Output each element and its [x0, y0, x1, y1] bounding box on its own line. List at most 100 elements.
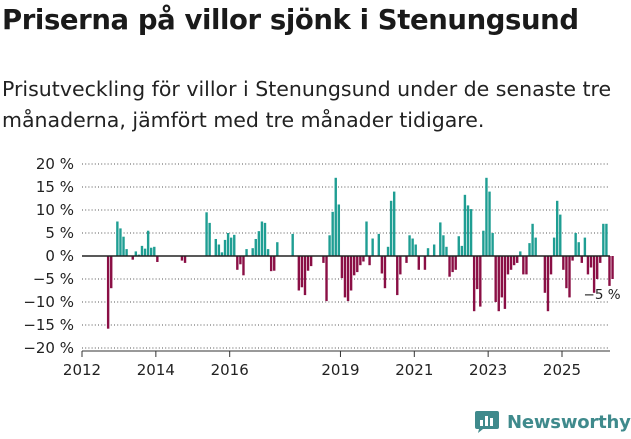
- bar-positive: [442, 235, 445, 256]
- bar-positive: [276, 242, 279, 256]
- x-tick-label: 2023: [469, 361, 507, 379]
- bar-negative: [417, 256, 420, 270]
- bar-positive: [488, 191, 491, 256]
- bar-positive: [457, 236, 460, 256]
- bar-positive: [291, 233, 294, 256]
- y-tick-label: −15 %: [23, 316, 74, 334]
- bar-negative: [368, 256, 371, 266]
- bar-negative: [546, 256, 550, 312]
- bar-negative: [568, 256, 571, 298]
- bar-negative: [611, 256, 614, 279]
- bar-positive: [220, 252, 224, 256]
- bar-positive: [257, 231, 261, 256]
- bar-negative: [106, 256, 110, 329]
- bar-negative: [273, 256, 276, 271]
- bar-negative: [571, 256, 574, 261]
- bar-negative: [565, 256, 568, 289]
- bar-negative: [242, 256, 245, 276]
- bar-positive: [331, 211, 334, 256]
- bar-negative: [325, 256, 328, 302]
- bar-positive: [439, 222, 442, 256]
- bar-positive: [491, 233, 494, 256]
- bar-positive: [251, 248, 254, 256]
- bar-positive: [386, 246, 390, 256]
- bar-positive: [150, 247, 153, 256]
- x-tick-label: 2025: [543, 361, 581, 379]
- bar-negative: [589, 256, 593, 268]
- bar-negative: [156, 256, 159, 262]
- bar-negative: [359, 256, 362, 266]
- bar-negative: [595, 256, 599, 279]
- bar-negative: [516, 256, 519, 263]
- bar-negative: [448, 256, 451, 277]
- y-tick-label: 15 %: [36, 178, 74, 196]
- bar-negative: [343, 256, 347, 298]
- bar-positive: [463, 194, 467, 256]
- bar-positive: [365, 221, 368, 256]
- x-tick-label: 2021: [395, 361, 433, 379]
- newsworthy-brand[interactable]: Newsworthy: [474, 408, 631, 436]
- bar-negative: [396, 256, 399, 296]
- bar-negative: [454, 256, 457, 270]
- bar-positive: [469, 209, 473, 256]
- x-tick-label: 2016: [211, 361, 249, 379]
- bar-positive: [519, 251, 522, 256]
- bar-positive: [414, 244, 417, 256]
- bar-negative: [580, 256, 583, 263]
- bar-positive: [534, 237, 537, 256]
- bar-positive: [602, 223, 605, 256]
- bar-positive: [119, 228, 122, 256]
- chart-title: Priserna på villor sjönk i Stenungsund: [2, 4, 579, 36]
- bar-negative: [503, 256, 507, 309]
- bar-negative: [472, 256, 476, 312]
- x-tick-label: 2012: [63, 361, 101, 379]
- bar-positive: [408, 235, 411, 256]
- bar-positive: [389, 200, 393, 256]
- bar-positive: [377, 233, 380, 256]
- chart-subtitle: Prisutveckling för villor i Stenungsund …: [2, 77, 612, 132]
- bar-negative: [592, 256, 596, 293]
- bar-negative: [322, 256, 325, 263]
- bar-negative: [353, 256, 356, 276]
- bar-positive: [266, 249, 270, 256]
- bar-negative: [309, 256, 313, 267]
- bar-chart: 20 % 15 % 10 % 5 % 0 % −5 % −10 % −15 % −20 % 201…: [23, 155, 621, 379]
- bar-positive: [233, 234, 236, 256]
- bar-negative: [300, 256, 304, 288]
- bar-negative: [608, 256, 611, 286]
- x-tick-label: 2014: [137, 361, 175, 379]
- bar-positive: [245, 249, 248, 256]
- y-tick-label: 5 %: [45, 224, 74, 242]
- bar-positive: [153, 246, 156, 256]
- bar-negative: [236, 256, 239, 270]
- bar-negative: [297, 256, 301, 291]
- bar-positive: [208, 222, 211, 256]
- last-value-annotation: −5 %: [584, 287, 621, 303]
- bar-positive: [143, 248, 147, 256]
- y-tick-label: −5 %: [33, 270, 74, 288]
- bar-positive: [392, 191, 396, 256]
- bar-negative: [346, 256, 350, 302]
- bar-positive: [146, 230, 150, 256]
- y-tick-label: 20 %: [36, 155, 74, 173]
- bar-negative: [383, 256, 387, 289]
- bar-positive: [125, 249, 128, 256]
- bar-negative: [509, 256, 513, 270]
- bar-negative: [303, 256, 307, 296]
- newsworthy-logo-icon: [475, 411, 499, 433]
- bar-positive: [528, 243, 531, 256]
- bar-positive: [226, 233, 230, 256]
- bar-negative: [500, 256, 504, 298]
- bar-positive: [466, 205, 470, 256]
- bar-positive: [229, 237, 233, 256]
- bar-negative: [239, 256, 242, 265]
- bar-negative: [451, 256, 454, 273]
- bar-positive: [605, 223, 608, 256]
- y-tick-label: 10 %: [36, 201, 74, 219]
- bar-positive: [116, 221, 119, 256]
- bar-negative: [543, 256, 547, 293]
- bar-positive: [337, 204, 341, 256]
- bar-positive: [214, 238, 217, 256]
- bar-positive: [263, 222, 267, 256]
- bar-positive: [432, 244, 436, 256]
